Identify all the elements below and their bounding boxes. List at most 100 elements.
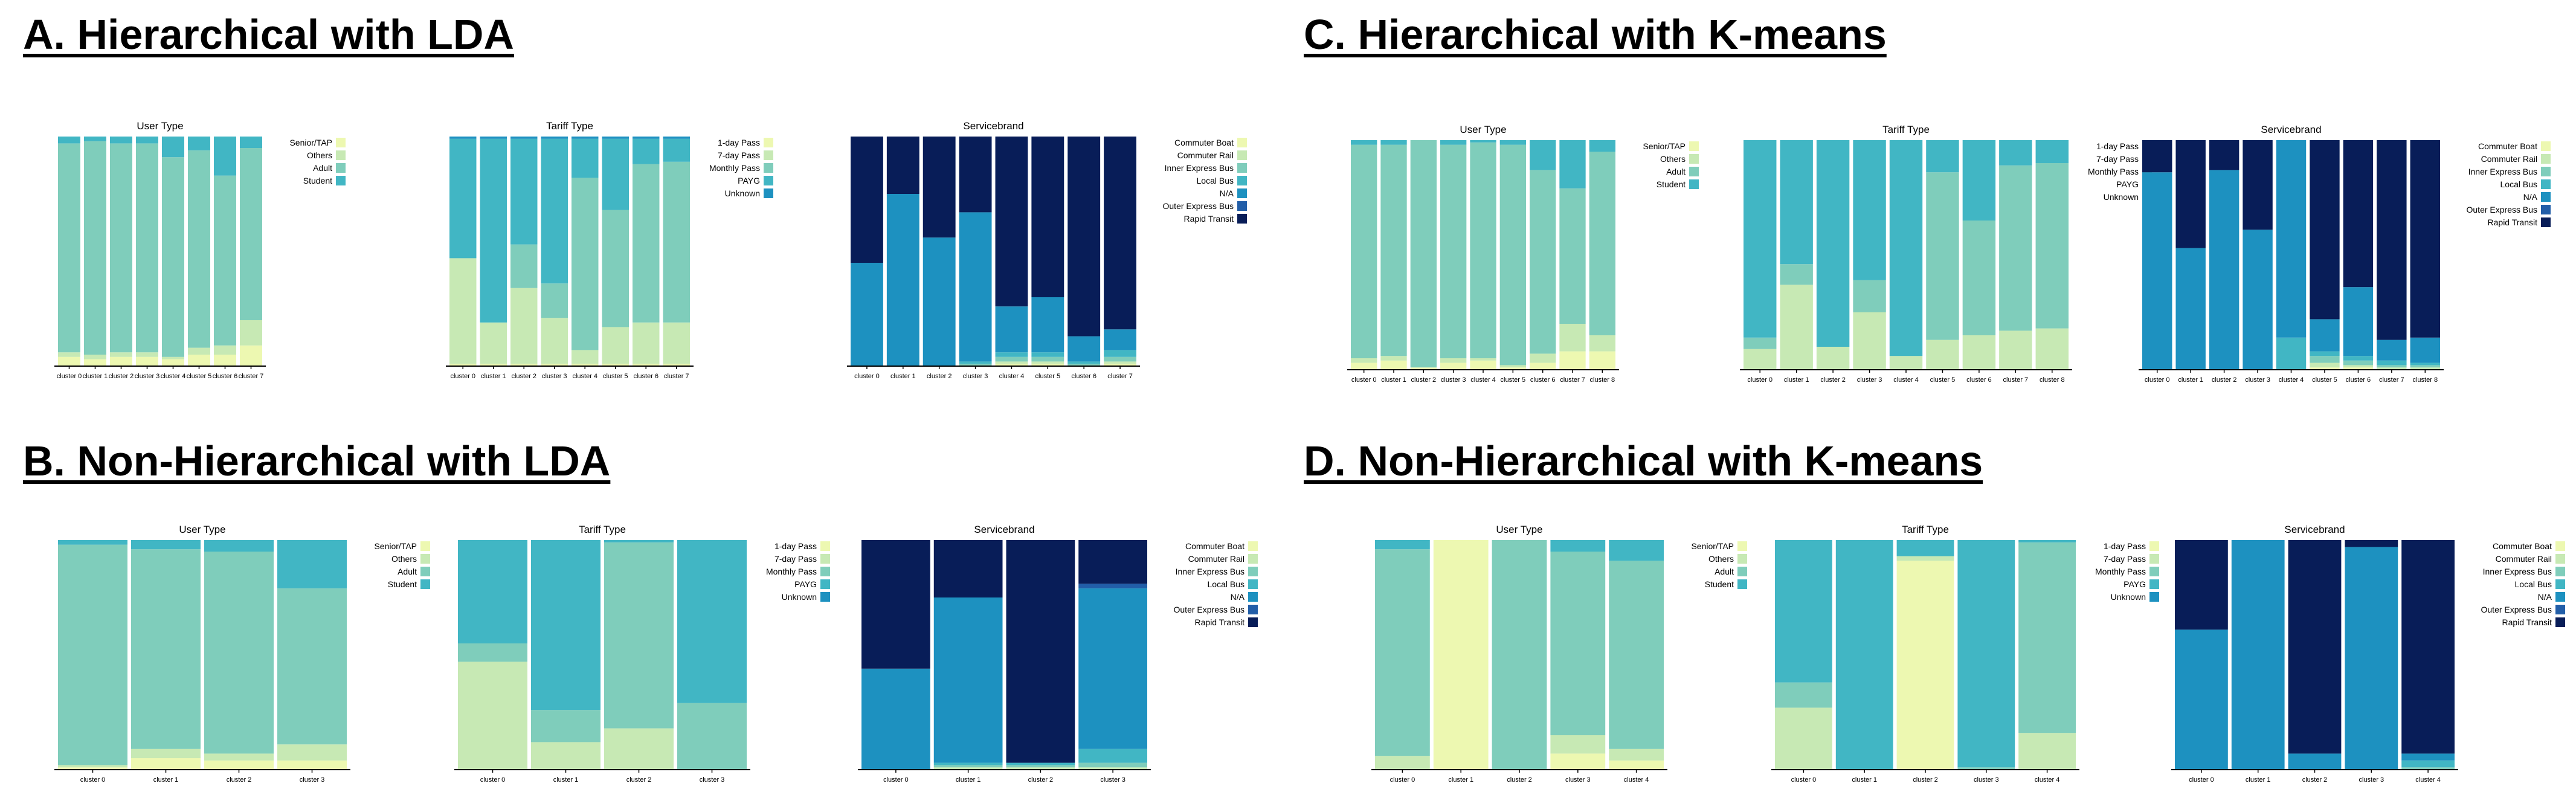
bar-segment [1962, 140, 1996, 221]
bar-segment [1104, 137, 1136, 330]
bar-segment [84, 137, 106, 141]
panel-d-servicebrand-chart: Servicebrand cluster 0 cluster 1 cluster 2 c… [2171, 524, 2565, 784]
legend-label: Inner Express Bus [1165, 163, 1234, 173]
bar-segment [1375, 540, 1430, 550]
bar-segment [572, 178, 599, 350]
legend-swatch [1237, 138, 1247, 147]
x-tick-label: cluster 0 [480, 776, 506, 784]
bar-segment [1550, 540, 1606, 552]
legend-swatch [1248, 592, 1258, 602]
bar-segment [510, 364, 538, 366]
legend-label: Unknown [2111, 592, 2146, 602]
bar-segment [214, 345, 236, 355]
bar-segment [1609, 760, 1664, 770]
bar-segment [449, 137, 477, 139]
legend-swatch [1237, 176, 1247, 185]
bar-segment [2209, 170, 2240, 370]
legend-swatch [1737, 579, 1747, 589]
bar-segment [1589, 335, 1615, 352]
legend-label: Inner Express Bus [1176, 567, 1245, 576]
bar-segment [933, 540, 1003, 597]
legend-swatch [2541, 179, 2551, 189]
legend-swatch [764, 163, 773, 173]
bar-segment [480, 138, 507, 323]
legend-swatch [1248, 541, 1258, 551]
legend-label: Monthly Pass [2088, 167, 2139, 176]
bar-segment [541, 138, 568, 284]
chart-title: Tariff Type [546, 120, 593, 132]
legend-label: Monthly Pass [709, 163, 760, 173]
legend-swatch [2149, 541, 2159, 551]
legend-swatch [336, 138, 346, 147]
x-tick-label: cluster 2 [1028, 776, 1054, 784]
bar-segment [1067, 364, 1101, 366]
bar-segment [1351, 140, 1377, 145]
chart-title: User Type [137, 120, 183, 132]
bar-segment [604, 728, 674, 770]
bar-segment [1896, 556, 1954, 561]
bar-segment [2401, 753, 2455, 761]
legend-label: Student [303, 176, 332, 185]
bar-segment [1962, 335, 1996, 370]
legend-swatch [764, 176, 773, 185]
legend-swatch [1237, 214, 1247, 224]
bar-segment [541, 283, 568, 318]
legend-swatch [1237, 163, 1247, 173]
bar-segment [1499, 140, 1526, 145]
bar-segment [2310, 140, 2340, 320]
bar-segment [604, 542, 674, 729]
legend-label: Adult [398, 567, 417, 576]
bar-segment [1589, 351, 1615, 370]
legend-label: Others [307, 150, 332, 160]
bar-segment [1067, 336, 1101, 362]
bar-segment [136, 356, 158, 366]
x-tick-label: cluster 1 [1448, 776, 1473, 784]
legend-swatch [1737, 554, 1747, 564]
bar-segment [1375, 756, 1430, 770]
bar-segment [510, 137, 538, 139]
x-tick-label: cluster 1 [1852, 776, 1877, 784]
bar-segment [136, 352, 158, 357]
x-tick-label: cluster 3 [1441, 376, 1466, 384]
panel-c-tariff-type-chart: Tariff Type cluster 0 cluster 1 cluster 2 cl… [1740, 124, 2152, 384]
legend-swatch [2541, 217, 2551, 227]
chart-title: Servicebrand [2284, 524, 2345, 535]
bar-segment [1926, 340, 1959, 370]
legend-swatch [1248, 567, 1258, 576]
bar-segment [1999, 330, 2032, 370]
bar-segment [188, 137, 210, 150]
x-tick-label: cluster 5 [1035, 373, 1061, 380]
legend-swatch [420, 567, 430, 576]
bar-segment [58, 767, 127, 770]
bar-segment [2310, 356, 2340, 363]
legend-swatch [2555, 541, 2565, 551]
bar-segment [633, 322, 660, 364]
bar-segment [541, 318, 568, 364]
bar-segment [1104, 356, 1136, 362]
bar-segment [162, 359, 184, 366]
bar-segment [1853, 312, 1886, 370]
x-tick-label: cluster 3 [2245, 376, 2270, 384]
bar-segment [1078, 749, 1147, 763]
legend-label: Outer Express Bus [1174, 605, 1245, 614]
legend-swatch [1689, 167, 1699, 176]
bar-segment [531, 540, 601, 710]
bar-segment [2243, 230, 2273, 370]
legend-label: PAYG [2116, 179, 2139, 189]
x-tick-label: cluster 4 [1893, 376, 1919, 384]
bar-segment [531, 710, 601, 742]
x-tick-label: cluster 3 [542, 373, 567, 380]
bar-segment [933, 767, 1003, 770]
x-tick-label: cluster 5 [2312, 376, 2337, 384]
legend-swatch [1689, 141, 1699, 151]
bar-segment [84, 355, 106, 359]
bar-segment [851, 263, 883, 366]
bar-segment [923, 137, 956, 238]
x-tick-label: cluster 2 [1913, 776, 1938, 784]
legend-label: 7-day Pass [2104, 554, 2146, 564]
bar-segment [449, 138, 477, 259]
bar-segment [572, 137, 599, 139]
legend-swatch [2541, 192, 2551, 202]
bar-segment [1440, 358, 1467, 363]
bar-segment [959, 361, 992, 364]
